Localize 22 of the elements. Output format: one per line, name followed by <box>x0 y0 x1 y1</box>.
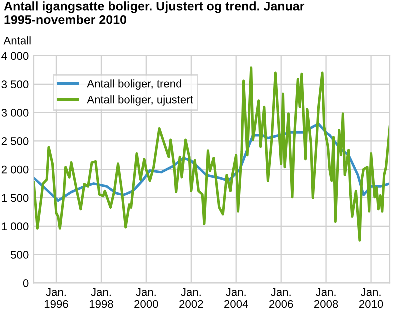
chart-title: Antall igangsatte boliger. Ujustert og trend. Januar 1995-november 2010 <box>4 2 305 24</box>
x-tick-label: Jan. 2010 <box>359 288 384 308</box>
y-tick-label: 3 000 <box>2 109 29 117</box>
y-tick-label: 500 <box>11 251 29 259</box>
y-tick-label: 3 500 <box>2 80 29 89</box>
line-series <box>34 66 390 242</box>
x-tick-label: Jan. 2000 <box>134 288 158 308</box>
x-tick-label: Jan. 2006 <box>270 288 294 308</box>
x-tick-label: Jan. 1996 <box>44 288 68 308</box>
x-tick-label: Jan. 1998 <box>90 288 114 308</box>
y-axis-title: Antall <box>4 36 31 45</box>
y-tick-label: 1 000 <box>2 222 29 231</box>
y-tick-label: 2 000 <box>2 166 29 174</box>
x-tick-label: Jan. 2002 <box>180 288 204 308</box>
y-tick-label: 1 500 <box>2 194 29 202</box>
x-tick-label: Jan. 2004 <box>224 288 248 308</box>
y-tick-label: 4 000 <box>2 52 29 60</box>
y-tick-label: 2 500 <box>2 137 29 146</box>
y-tick-label: 0 <box>23 279 29 288</box>
legend-label: Antall boliger, ujustert <box>87 96 194 106</box>
x-tick-label: Jan. 2008 <box>314 288 338 308</box>
legend-label: Antall boliger, trend <box>87 80 182 90</box>
